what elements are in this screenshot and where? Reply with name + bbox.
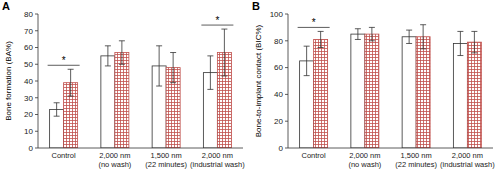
bar	[365, 34, 379, 148]
error-bar	[318, 31, 324, 47]
y-tick	[35, 30, 38, 31]
panel-title: A	[2, 0, 10, 12]
error-bar	[119, 41, 125, 64]
error-bar	[170, 53, 176, 83]
x-tick-label: 2,000 nm(industrial wash)	[440, 151, 495, 169]
x-tick-label: 2,000 nm(no wash)	[98, 151, 131, 169]
y-tick-label: 20	[24, 110, 33, 119]
y-tick	[285, 148, 288, 149]
y-tick-label: 40	[24, 77, 33, 86]
y-tick-label: 50	[24, 60, 33, 69]
y-tick	[285, 121, 288, 122]
x-axis	[38, 148, 243, 149]
error-bar	[420, 25, 426, 49]
y-tick	[35, 114, 38, 115]
bar	[416, 37, 430, 148]
error-bar	[355, 29, 361, 40]
y-axis	[288, 14, 289, 148]
bar	[351, 34, 365, 148]
error-bar	[221, 29, 227, 76]
error-bar	[406, 30, 412, 43]
y-axis	[38, 14, 39, 148]
x-axis	[288, 148, 493, 149]
y-tick	[35, 131, 38, 132]
error-bar	[304, 46, 310, 75]
y-tick-label: 40	[274, 90, 283, 99]
bar	[314, 39, 328, 148]
y-tick	[285, 40, 288, 41]
bar	[453, 43, 467, 148]
error-bar	[54, 103, 60, 116]
y-tick-label: 20	[274, 117, 283, 126]
x-tick-label: 2,000 nm(no wash)	[348, 151, 381, 169]
y-axis-label: Bone formation (BA%)	[4, 41, 13, 121]
y-tick-label: 80	[24, 10, 33, 19]
y-tick-label: 80	[274, 37, 283, 46]
error-bar	[207, 56, 213, 90]
y-tick-label: 70	[24, 27, 33, 36]
error-bar	[369, 27, 375, 40]
x-tick-label: Control	[302, 151, 327, 160]
x-tick-label: Control	[52, 151, 77, 160]
significance-marker: *	[62, 55, 66, 66]
significance-marker: *	[215, 15, 219, 26]
y-tick-label: 60	[24, 43, 33, 52]
y-tick	[285, 14, 288, 15]
panel: B Bone-to-implant contact (BIC%) 0 20 40 60 80…	[252, 0, 495, 169]
y-axis-label: Bone-to-implant contact (BIC%)	[254, 24, 263, 137]
y-tick-label: 0	[29, 144, 34, 153]
figure: A Bone formation (BA%) 0 10 20 30 40 50 60 70 80 Co…	[0, 0, 500, 192]
error-bar	[105, 46, 111, 66]
error-bar	[156, 46, 162, 86]
panel: A Bone formation (BA%) 0 10 20 30 40 50 60 70 80 Co…	[2, 0, 245, 169]
y-tick	[285, 67, 288, 68]
y-tick	[35, 81, 38, 82]
x-tick-label: 2,000 nm(industrial wash)	[190, 151, 245, 169]
significance-marker: *	[312, 17, 316, 28]
y-tick-label: 100	[270, 10, 284, 19]
panel-title: B	[252, 0, 260, 12]
x-tick-label: 1,500 nm(22 minutes)	[145, 151, 187, 169]
y-tick	[35, 97, 38, 98]
bar	[467, 42, 481, 148]
y-tick	[35, 148, 38, 149]
bar	[115, 53, 129, 148]
y-tick-label: 60	[274, 63, 283, 72]
error-bar	[68, 69, 74, 96]
error-bar	[457, 31, 463, 55]
plot-area	[50, 29, 232, 148]
x-tick-label: 1,500 nm(22 minutes)	[395, 151, 437, 169]
bar	[402, 37, 416, 148]
y-tick	[35, 47, 38, 48]
y-tick	[35, 14, 38, 15]
y-tick	[35, 64, 38, 65]
y-tick	[285, 94, 288, 95]
y-tick-label: 30	[24, 94, 33, 103]
y-tick-label: 10	[24, 127, 33, 136]
bar	[101, 56, 115, 148]
error-bar	[471, 31, 477, 52]
y-tick-label: 0	[279, 144, 284, 153]
plot-area	[300, 25, 482, 148]
